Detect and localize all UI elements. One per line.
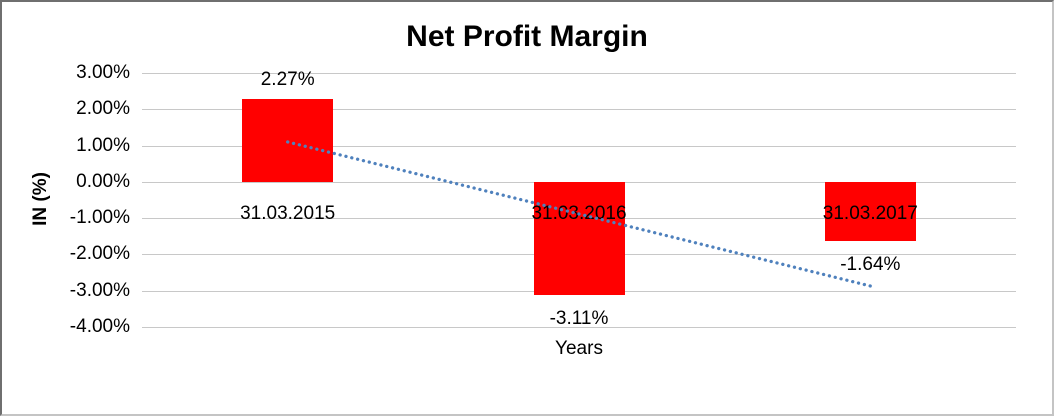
gridline [142, 327, 1016, 328]
y-tick-label: -1.00% [69, 207, 130, 229]
data-label: 2.27% [260, 68, 315, 90]
trendline-segment [286, 140, 872, 288]
y-tick-label: -2.00% [69, 243, 130, 265]
chart-title: Net Profit Margin [406, 20, 648, 53]
gridline [142, 73, 1016, 74]
y-tick-label: 3.00% [76, 62, 130, 83]
gridline [142, 109, 1016, 111]
data-label: -3.11% [549, 307, 609, 329]
y-tick-label: -4.00% [69, 316, 130, 337]
bar [824, 181, 916, 242]
plot-area: 3.00% 2.00% 1.00% 0.00% -1.00% -2.00% -3.00% -4… [70, 63, 1016, 359]
y-tick-label: 2.00% [76, 98, 130, 120]
trendline [286, 140, 872, 288]
y-tick-label: -3.00% [69, 279, 130, 301]
y-tick-label: 0.00% [76, 170, 130, 192]
gridline [142, 145, 1016, 147]
data-label: -1.64% [840, 254, 901, 276]
y-tick-label: 1.00% [76, 134, 130, 156]
category-label: 31.03.2017 [822, 202, 918, 224]
x-axis-title: Years [555, 338, 603, 359]
category-label: 31.03.2015 [240, 202, 336, 224]
bar [533, 181, 625, 295]
